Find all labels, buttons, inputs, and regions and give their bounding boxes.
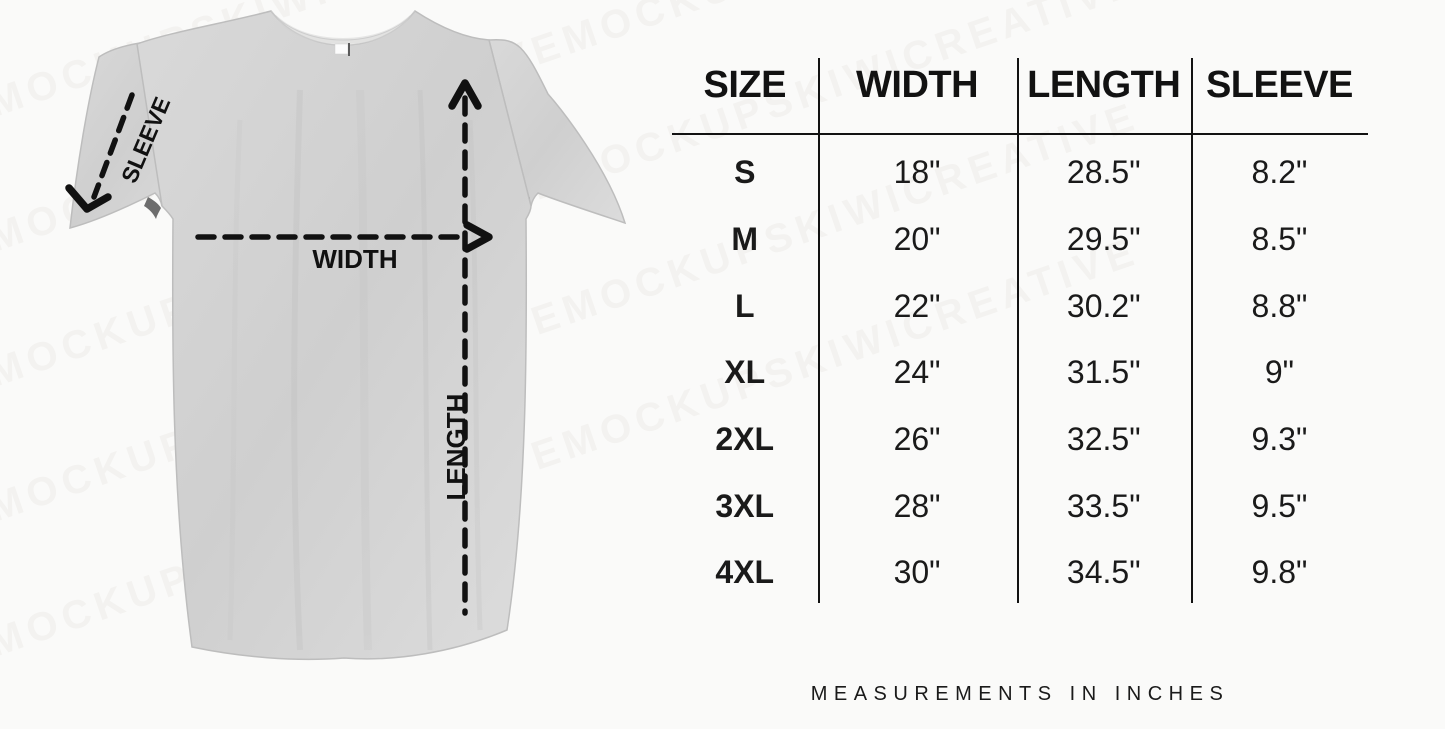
svg-text:LENGTH: LENGTH	[441, 394, 471, 501]
svg-text:WIDTH: WIDTH	[312, 244, 397, 274]
